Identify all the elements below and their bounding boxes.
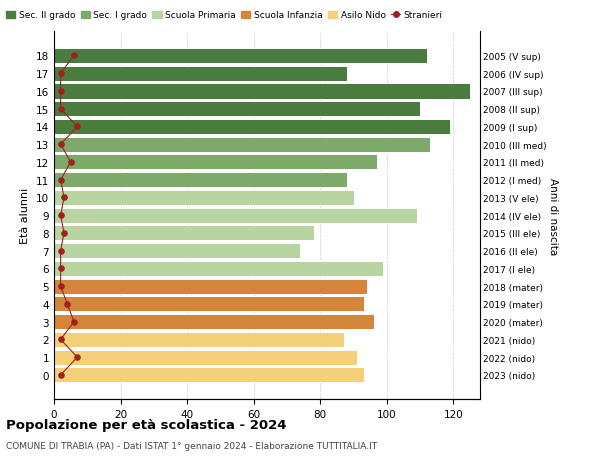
Bar bbox=[54, 84, 470, 99]
Bar bbox=[54, 67, 347, 82]
Bar bbox=[54, 244, 300, 259]
Bar bbox=[54, 350, 357, 365]
Text: Popolazione per età scolastica - 2024: Popolazione per età scolastica - 2024 bbox=[6, 418, 287, 431]
Bar bbox=[54, 332, 344, 347]
Bar bbox=[54, 261, 383, 276]
Bar bbox=[54, 155, 377, 170]
Bar bbox=[54, 368, 364, 383]
Point bbox=[56, 106, 65, 113]
Point bbox=[56, 212, 65, 219]
Bar bbox=[54, 190, 353, 206]
Point bbox=[73, 123, 82, 131]
Bar bbox=[54, 314, 373, 330]
Point bbox=[59, 194, 69, 202]
Bar bbox=[54, 173, 347, 188]
Point bbox=[56, 247, 65, 255]
Point bbox=[56, 141, 65, 149]
Bar bbox=[54, 208, 417, 223]
Bar bbox=[54, 226, 314, 241]
Point bbox=[56, 265, 65, 273]
Point bbox=[56, 283, 65, 290]
Bar bbox=[54, 102, 420, 117]
Point bbox=[69, 318, 79, 325]
Bar bbox=[54, 137, 430, 152]
Bar bbox=[54, 297, 364, 312]
Point bbox=[56, 88, 65, 95]
Y-axis label: Anni di nascita: Anni di nascita bbox=[548, 177, 557, 254]
Bar bbox=[54, 279, 367, 294]
Point bbox=[59, 230, 69, 237]
Point bbox=[73, 354, 82, 361]
Point bbox=[56, 70, 65, 78]
Bar bbox=[54, 49, 427, 64]
Legend: Sec. II grado, Sec. I grado, Scuola Primaria, Scuola Infanzia, Asilo Nido, Stran: Sec. II grado, Sec. I grado, Scuola Prim… bbox=[2, 8, 446, 24]
Bar bbox=[54, 120, 450, 134]
Point bbox=[56, 177, 65, 184]
Point bbox=[69, 53, 79, 60]
Point bbox=[56, 336, 65, 343]
Point bbox=[56, 371, 65, 379]
Y-axis label: Età alunni: Età alunni bbox=[20, 188, 31, 244]
Point bbox=[66, 159, 76, 166]
Point bbox=[62, 301, 72, 308]
Text: COMUNE DI TRABIA (PA) - Dati ISTAT 1° gennaio 2024 - Elaborazione TUTTITALIA.IT: COMUNE DI TRABIA (PA) - Dati ISTAT 1° ge… bbox=[6, 441, 377, 450]
